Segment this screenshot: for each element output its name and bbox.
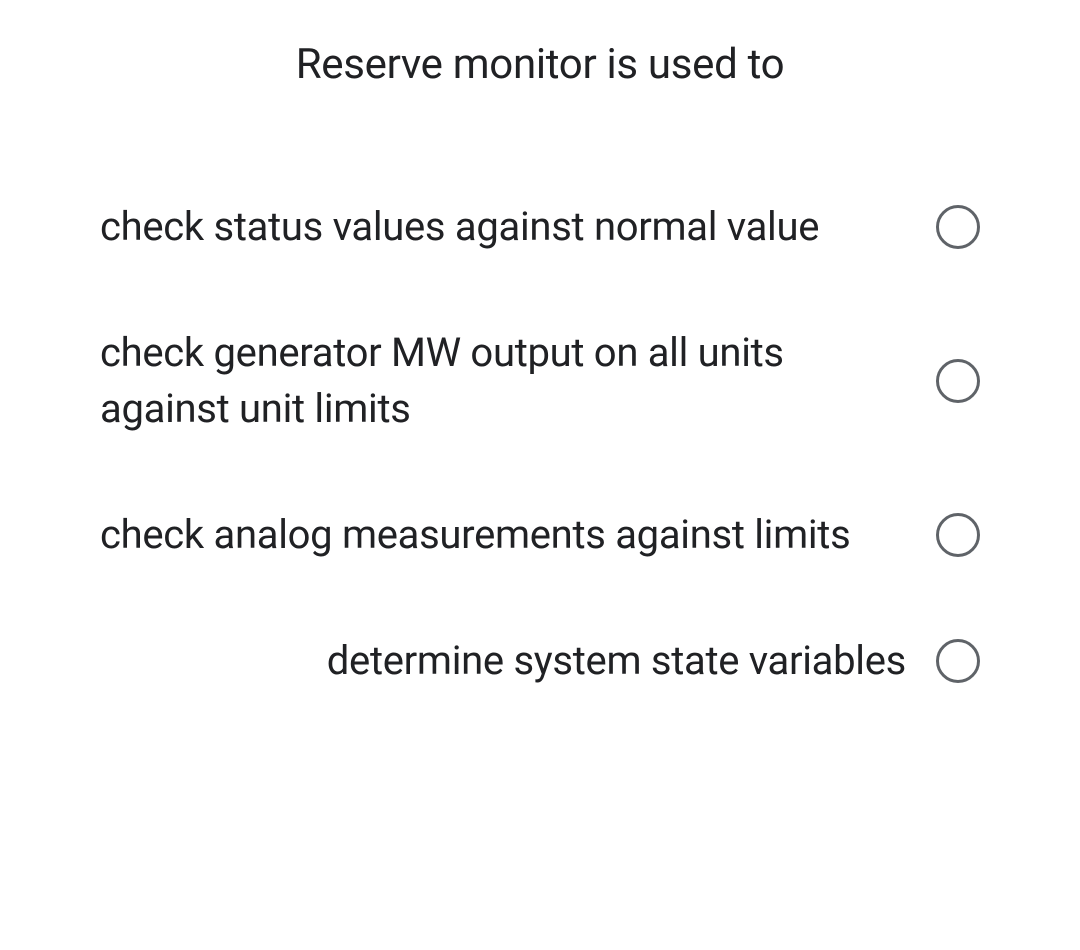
radio-button-0[interactable] <box>936 205 980 249</box>
question-container: Reserve monitor is used to check status … <box>0 40 1080 689</box>
option-row-3[interactable]: determine system state variables <box>100 633 980 689</box>
radio-button-3[interactable] <box>936 639 980 683</box>
option-label-2: check analog measurements against limits <box>100 507 906 563</box>
radio-button-2[interactable] <box>936 513 980 557</box>
option-label-0: check status values against normal value <box>100 199 906 255</box>
option-row-0[interactable]: check status values against normal value <box>100 199 980 255</box>
option-label-3: determine system state variables <box>327 633 906 689</box>
option-row-1[interactable]: check generator MW output on all units a… <box>100 325 980 437</box>
option-label-1: check generator MW output on all units a… <box>100 325 906 437</box>
radio-button-1[interactable] <box>936 359 980 403</box>
question-title: Reserve monitor is used to <box>100 40 980 89</box>
option-row-2[interactable]: check analog measurements against limits <box>100 507 980 563</box>
